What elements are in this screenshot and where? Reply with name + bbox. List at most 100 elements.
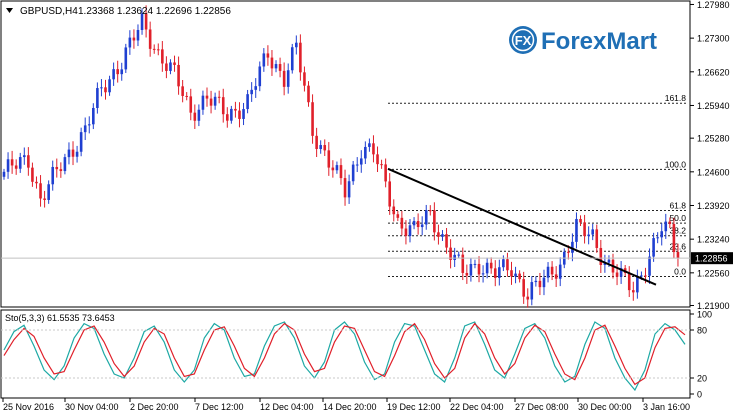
candle	[364, 141, 367, 164]
candle	[437, 224, 440, 245]
time-tick-label: 19 Dec 12:00	[387, 402, 441, 412]
candle	[420, 216, 424, 236]
stochastic-panel: 100 80 20 0 Sto(5,3,3) 61.5535 73.6453	[0, 309, 712, 400]
chart-header-ohlc: 1.23368 1.23624 1.22696 1.22856	[78, 6, 231, 17]
price-axis: 1.27980 1.27300 1.26620 1.25940 1.25280 1.246…	[1, 0, 733, 311]
candle-body	[217, 96, 221, 98]
candle-body	[498, 267, 501, 278]
candle	[323, 139, 327, 157]
current-price-badge	[691, 252, 733, 265]
candle	[290, 43, 294, 74]
price-tick-label: 1.21900	[697, 301, 730, 311]
candle	[530, 276, 534, 306]
fib-level-label: 61.8	[669, 200, 686, 210]
stochastic-title: Sto(5,3,3) 61.5535 73.6453	[5, 313, 115, 323]
candle	[217, 90, 221, 104]
candle-body	[47, 184, 50, 200]
price-panel-frame	[0, 0, 691, 308]
sto-tick-label: 80	[697, 326, 707, 336]
candle	[254, 78, 258, 98]
candle	[538, 272, 542, 296]
candle	[266, 45, 270, 66]
candle-body	[307, 85, 310, 103]
candle	[193, 104, 197, 129]
candle	[469, 257, 473, 282]
candle	[591, 223, 594, 241]
candle	[173, 55, 176, 72]
candle	[510, 261, 513, 285]
candle-body	[262, 53, 266, 67]
price-tick-label: 1.23240	[697, 235, 730, 245]
candle-body	[124, 47, 128, 70]
candle-body	[67, 149, 71, 158]
candle	[489, 257, 493, 274]
candle	[636, 269, 639, 299]
candle	[59, 162, 63, 178]
candle-body	[197, 109, 201, 121]
price-tick-label: 1.27980	[697, 0, 730, 10]
candle	[51, 160, 55, 191]
candle-body	[55, 166, 59, 170]
candle-body	[632, 290, 635, 293]
candle-body	[234, 108, 237, 111]
candle	[221, 88, 225, 123]
candle-body	[100, 87, 103, 89]
candle-body	[181, 86, 184, 96]
candle-body	[6, 159, 10, 172]
time-tick-label: 14 Dec 20:00	[323, 402, 377, 412]
candle	[120, 62, 124, 81]
candle-body	[368, 143, 371, 147]
candle	[627, 266, 631, 298]
candle-body	[567, 251, 570, 253]
candle-body	[477, 263, 481, 275]
candle	[445, 228, 448, 254]
candle-body	[112, 69, 115, 80]
candle-body	[14, 165, 18, 169]
candle-body	[205, 95, 209, 99]
candle-body	[104, 87, 107, 93]
candle	[392, 199, 396, 222]
candle-body	[35, 181, 38, 184]
candle-body	[640, 275, 643, 277]
candle-body	[453, 254, 456, 260]
candle	[351, 160, 355, 185]
price-tick-label: 1.25940	[697, 101, 730, 111]
candle	[201, 90, 205, 115]
candle-body	[226, 114, 229, 121]
candle	[396, 211, 400, 222]
candle-body	[31, 167, 34, 182]
candle-body	[347, 181, 351, 198]
candle-body	[230, 108, 233, 121]
header-triangle-icon	[6, 8, 13, 13]
candle-body	[416, 221, 420, 228]
candle-body	[376, 154, 379, 165]
candle	[100, 79, 103, 97]
candle	[75, 145, 79, 163]
candle	[319, 140, 322, 154]
candle-body	[71, 149, 75, 157]
sto-signal-line	[3, 322, 686, 386]
candle	[632, 281, 635, 301]
candle-body	[412, 221, 416, 226]
candle-body	[575, 218, 578, 242]
candle-body	[583, 222, 586, 237]
time-tick-label: 12 Dec 04:00	[260, 402, 314, 412]
candle-body	[79, 132, 83, 152]
candle	[355, 157, 359, 173]
candle-body	[173, 62, 176, 65]
time-tick-label: 30 Dec 00:00	[578, 402, 632, 412]
candle-body	[493, 268, 497, 278]
candle-body	[120, 69, 124, 75]
candle-body	[177, 64, 180, 87]
candle-body	[193, 112, 197, 121]
candle	[453, 247, 456, 267]
candle-body	[514, 273, 517, 277]
candle-body	[299, 42, 302, 73]
candle	[238, 102, 241, 128]
candle-body	[274, 64, 278, 69]
candle-body	[627, 273, 631, 291]
candle-body	[63, 157, 67, 172]
candle	[587, 226, 590, 245]
forexmart-logo-text: ForexMart	[541, 28, 657, 55]
